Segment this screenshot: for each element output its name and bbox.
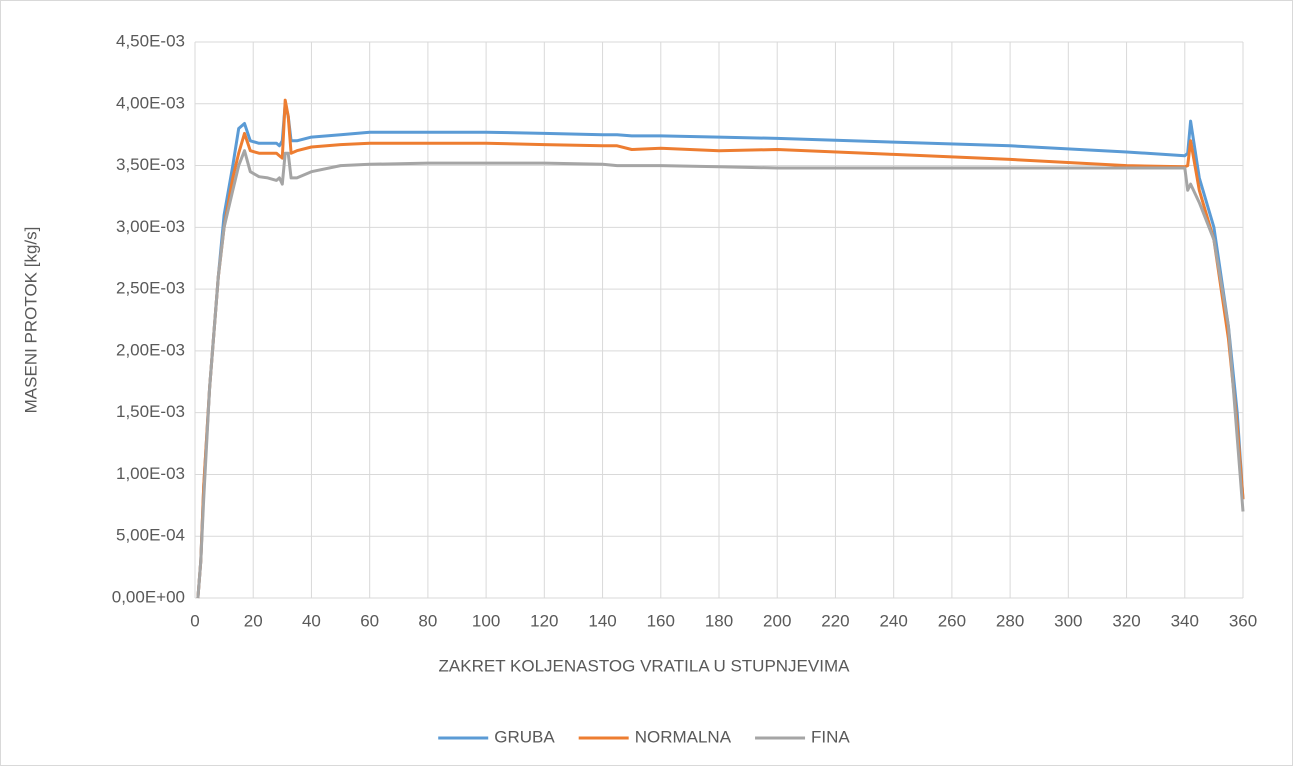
- x-tick-label: 280: [996, 611, 1024, 630]
- y-tick-label: 3,50E-03: [116, 155, 185, 174]
- legend-label: NORMALNA: [635, 727, 732, 746]
- x-tick-label: 100: [472, 611, 500, 630]
- x-tick-label: 320: [1112, 611, 1140, 630]
- x-axis-label: ZAKRET KOLJENASTOG VRATILA U STUPNJEVIMA: [439, 656, 851, 675]
- series-line: [196, 102, 1245, 599]
- y-tick-label: 1,50E-03: [116, 402, 185, 421]
- y-tick-label: 0,00E+00: [112, 587, 185, 606]
- x-tick-label: 140: [588, 611, 616, 630]
- y-tick-label: 1,00E-03: [116, 464, 185, 483]
- x-tick-label: 40: [302, 611, 321, 630]
- y-axis-label: MASENI PROTOK [kg/s]: [21, 227, 40, 414]
- y-tick-label: 5,00E-04: [116, 526, 185, 545]
- legend-label: FINA: [811, 727, 850, 746]
- x-tick-label: 220: [821, 611, 849, 630]
- x-tick-label: 180: [705, 611, 733, 630]
- x-tick-label: 260: [938, 611, 966, 630]
- x-tick-label: 200: [763, 611, 791, 630]
- y-tick-label: 2,50E-03: [116, 279, 185, 298]
- y-tick-label: 2,00E-03: [116, 340, 185, 359]
- x-tick-label: 160: [647, 611, 675, 630]
- x-tick-label: 360: [1229, 611, 1257, 630]
- x-tick-label: 20: [244, 611, 263, 630]
- x-tick-label: 120: [530, 611, 558, 630]
- legend-label: GRUBA: [494, 727, 555, 746]
- y-tick-label: 3,00E-03: [116, 217, 185, 236]
- x-tick-label: 80: [418, 611, 437, 630]
- x-tick-label: 240: [879, 611, 907, 630]
- x-tick-label: 60: [360, 611, 379, 630]
- y-tick-label: 4,50E-03: [116, 31, 185, 50]
- x-tick-label: 340: [1171, 611, 1199, 630]
- x-tick-label: 0: [190, 611, 199, 630]
- y-tick-label: 4,00E-03: [116, 93, 185, 112]
- series-line: [196, 149, 1245, 599]
- x-tick-label: 300: [1054, 611, 1082, 630]
